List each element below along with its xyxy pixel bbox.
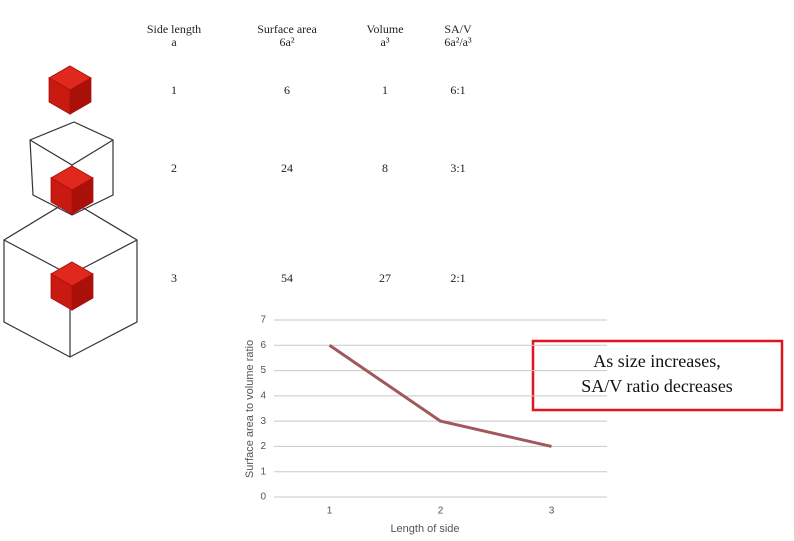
y-tick-label: 2	[260, 441, 266, 452]
y-tick-label: 3	[260, 416, 266, 427]
cube-right	[71, 273, 94, 311]
y-tick-label: 4	[260, 390, 266, 401]
y-tick-label: 5	[260, 365, 266, 376]
callout-line: As size increases,	[593, 351, 720, 371]
x-tick-label: 3	[549, 506, 555, 517]
table-cell: 6	[284, 83, 290, 97]
table-header: a³	[381, 35, 390, 49]
table-cell: 1	[382, 83, 388, 97]
y-tick-label: 1	[260, 466, 266, 477]
x-tick-label: 1	[327, 506, 333, 517]
table-cell: 54	[281, 271, 293, 285]
y-tick-label: 6	[260, 340, 266, 351]
table-header: SA/V	[444, 22, 472, 36]
y-axis-label: Surface area to volume ratio	[244, 340, 256, 478]
table-cell: 8	[382, 161, 388, 175]
cube-right	[69, 77, 92, 115]
table-header: Surface area	[257, 22, 317, 36]
table-cell: 6:1	[450, 83, 465, 97]
callout-line: SA/V ratio decreases	[581, 376, 733, 396]
table-cell: 24	[281, 161, 293, 175]
data-line	[328, 344, 552, 448]
table-header: Side length	[147, 22, 201, 36]
callout-box	[531, 339, 784, 412]
table-cell: 2:1	[450, 271, 465, 285]
table-cell: 3:1	[450, 161, 465, 175]
table-cell: 2	[171, 161, 177, 175]
table-header: Volume	[366, 22, 403, 36]
table-header: 6a²	[280, 35, 295, 49]
table-cell: 1	[171, 83, 177, 97]
x-axis-label: Length of side	[390, 523, 459, 535]
y-tick-label: 0	[260, 492, 266, 503]
red-cubes	[48, 65, 94, 311]
table-cell: 27	[379, 271, 391, 285]
table-cell: 3	[171, 271, 177, 285]
table-header: 6a²/a³	[444, 35, 472, 49]
x-tick-label: 2	[438, 506, 444, 517]
y-tick-label: 7	[260, 315, 266, 326]
cube-right	[71, 177, 94, 215]
table-header: a	[171, 35, 177, 49]
